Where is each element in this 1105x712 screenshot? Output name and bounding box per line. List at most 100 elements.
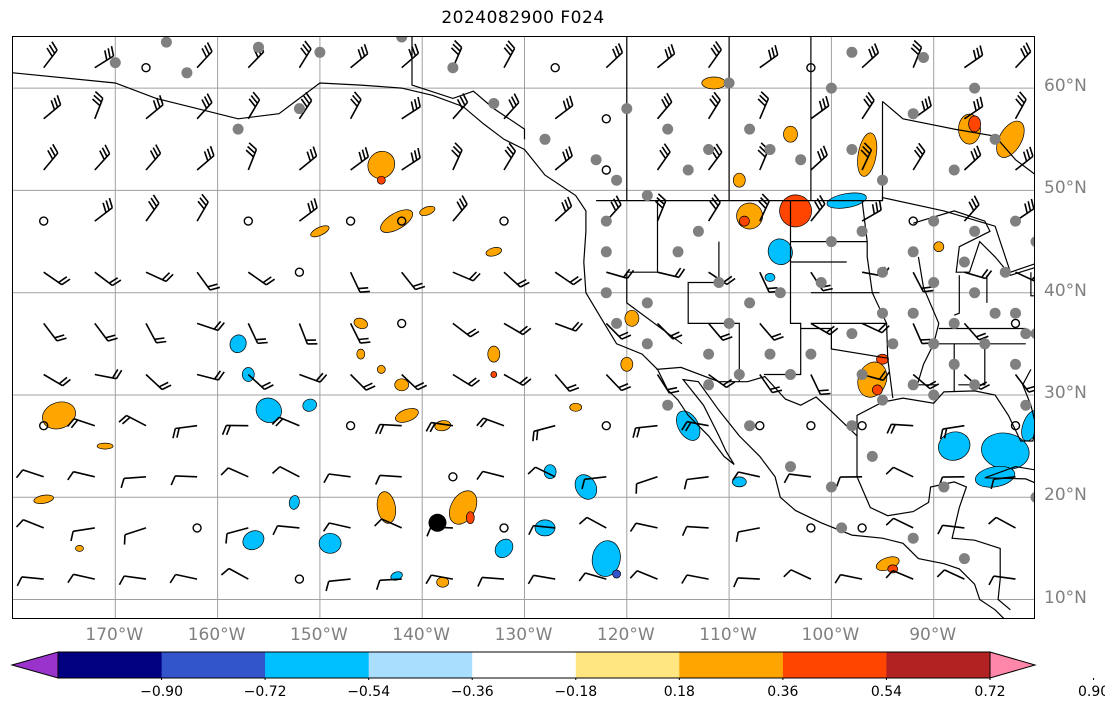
wind-barb-flag [456,201,463,211]
wind-barb-flag [378,424,385,435]
wind-barb-flag [505,43,514,53]
wind-barb-flag [709,98,717,108]
wind-barb-flag [610,201,617,211]
wind-barb-flag [458,198,466,208]
wind-barb-flag [978,335,989,341]
wind-barb-staff [790,569,812,580]
wind-barb-flag [816,150,823,161]
wind-barb-flag [661,146,669,156]
wind-barb-staff [73,573,95,580]
station-dot [723,77,735,89]
wind-barb-staff [21,576,44,580]
wind-barb-flag [939,428,944,440]
station-dot [928,215,940,227]
wind-barb-flag [203,96,210,106]
wind-barb-staff [381,518,403,529]
wind-barb-flag [571,321,580,331]
wind-barb-flag [271,466,281,474]
wind-barb-flag [885,570,894,579]
wind-barb-flag [758,200,767,209]
wind-barb-flag [503,47,512,56]
wind-barb-staff [175,573,198,580]
wind-barb-flag [713,91,721,101]
wind-barb-flag [325,581,330,592]
anomaly-contour [376,175,386,185]
station-dot [785,369,796,380]
wind-barb-flag [915,146,924,156]
wind-barb-flag [886,423,893,434]
wind-barb-flag [769,386,780,391]
calm-wind-circle [141,63,151,73]
wind-barb-flag [621,334,632,340]
wind-barb-flag [527,466,536,475]
wind-barb-flag [170,475,176,486]
wind-barb-flag [413,150,418,161]
wind-barb-flag [771,332,782,338]
wind-barb-flag [567,196,573,207]
colorbar-segment [368,652,473,678]
anomaly-contour [419,205,436,216]
wind-barb-flag [110,46,115,57]
station-dot [846,420,858,432]
anomaly-contour [485,247,502,257]
station-dot [662,123,674,135]
wind-barb-flag [358,151,363,162]
colorbar-segment [472,652,577,678]
wind-barb-flag [612,48,618,59]
station-dot [682,164,694,176]
wind-barb-flag [773,335,784,341]
colorbar-tick-label: 0.90 [1077,684,1105,700]
wind-barb-flag [155,97,161,108]
wind-barb-flag [814,201,821,211]
station-dot [621,103,633,115]
wind-barb-flag [972,49,977,60]
wind-barb-flag [53,97,59,108]
anomaly-contour [974,466,1016,488]
wind-barb-flag [569,275,579,283]
anomaly-contour [569,402,583,412]
wind-barb-staff [686,574,709,580]
wind-barb-flag [264,384,274,391]
station-dot [846,46,858,58]
wind-barb-flag [172,428,177,439]
wind-barb-flag [70,419,79,429]
wind-barb-flag [201,193,209,203]
wind-barb-flag [565,98,571,109]
anomaly-contour [933,241,945,253]
wind-barb-flag [107,48,111,59]
wind-barb-flag [120,478,125,489]
wind-barb-flag [822,287,833,292]
wind-barb-flag [16,576,23,587]
anomaly-contour [612,569,621,579]
wind-barb-flag [614,45,621,56]
station-dot [907,246,919,258]
wind-barb-flag [759,94,768,103]
colorbar [10,651,1095,680]
wind-barb-flag [454,39,463,49]
wind-barb-flag [213,370,222,380]
wind-barb-flag [426,526,432,537]
wind-barb-flag [476,417,485,427]
anomaly-contour [764,273,776,282]
wind-barb-staff [482,576,505,580]
wind-barb-flag [871,204,876,215]
wind-barb-flag [819,148,826,159]
wind-barb-flag [1019,91,1027,101]
map-panel[interactable] [12,36,1035,619]
wind-barb-flag [712,44,720,54]
anomaly-contour [857,132,878,177]
wind-barb-flag [364,146,370,158]
wind-barb-flag [970,150,976,161]
station-dot [1010,215,1021,227]
wind-barb-flag [629,522,637,533]
wind-barb-flag [927,96,932,107]
wind-barb-flag [973,148,979,159]
wind-barb-flag [834,574,842,584]
calm-wind-circle [857,523,867,533]
anomaly-contour [33,494,54,504]
wind-barb-flag [562,151,567,162]
wind-barb-flag [910,47,920,56]
station-dot [1030,328,1034,339]
wind-barb-flag [221,425,228,435]
wind-barb-staff [227,467,249,478]
